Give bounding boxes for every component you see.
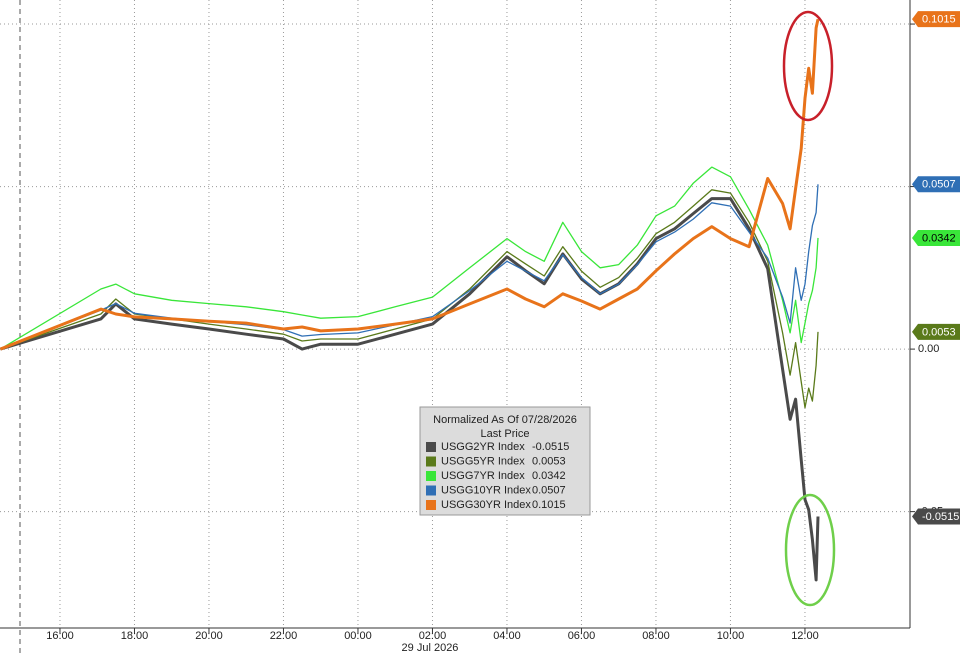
legend-swatch	[426, 471, 436, 481]
series-line	[0, 18, 820, 351]
legend-label: USGG7YR Index	[441, 470, 525, 482]
last-value-tag	[912, 176, 960, 193]
legend-subtitle: Last Price	[481, 428, 530, 440]
legend-title: Normalized As Of 07/28/2026	[433, 414, 577, 426]
last-value-tag	[912, 508, 960, 525]
legend-value: 0.1015	[532, 499, 566, 511]
x-tick-label: 00:00	[344, 630, 372, 642]
x-tick-label: 20:00	[195, 630, 223, 642]
legend: Normalized As Of 07/28/2026 Last Price U…	[419, 406, 591, 516]
legend-swatch	[426, 500, 436, 510]
x-tick-label: 18:00	[121, 630, 149, 642]
last-value-label: 0.0053	[922, 326, 956, 338]
grid: 16:00 18:00 20:00 22:00 00:00 02:00 04:00 06:00…	[0, 0, 910, 642]
legend-label: USGG30YR Index	[441, 499, 531, 511]
legend-swatch	[426, 456, 436, 467]
x-tick-label: 02:00	[419, 630, 447, 642]
legend-value: 0.0507	[532, 484, 566, 496]
legend-box	[419, 406, 591, 516]
x-tick-label: 12:00	[791, 630, 819, 642]
legend-swatch	[426, 442, 436, 452]
last-value-tag	[912, 323, 960, 340]
legend-label: USGG5YR Index	[441, 455, 525, 467]
y-tick-label: 0.00	[918, 343, 939, 355]
series-line	[0, 166, 819, 350]
x-tick-label: 06:00	[568, 630, 596, 642]
x-tick-label: 04:00	[493, 630, 521, 642]
last-value-tag	[912, 11, 960, 28]
legend-value: 0.0342	[532, 470, 566, 482]
last-value-label: 0.0507	[922, 179, 956, 191]
last-value-label: -0.0515	[922, 511, 959, 523]
x-axis-label: 29 Jul 2026	[402, 642, 459, 654]
x-tick-label: 22:00	[270, 630, 298, 642]
last-value-tag	[912, 229, 960, 246]
x-tick-label: 10:00	[717, 630, 745, 642]
last-value-label: 0.1015	[922, 14, 956, 26]
highlight-circle	[784, 493, 836, 607]
legend-swatch	[426, 485, 436, 496]
series-line	[0, 189, 819, 409]
last-value-label: 0.0342	[922, 232, 956, 244]
x-tick-label: 16:00	[46, 630, 74, 642]
legend-label: USGG2YR Index	[441, 441, 525, 453]
legend-value: 0.0053	[532, 455, 566, 467]
legend-value: -0.0515	[532, 441, 569, 453]
y-axis-labels: -0.050.000.050.10-0.05150.00530.03420.05…	[910, 11, 960, 525]
highlight-circle	[782, 10, 834, 122]
x-tick-label: 08:00	[642, 630, 670, 642]
lines	[0, 18, 820, 582]
legend-label: USGG10YR Index	[441, 484, 531, 496]
